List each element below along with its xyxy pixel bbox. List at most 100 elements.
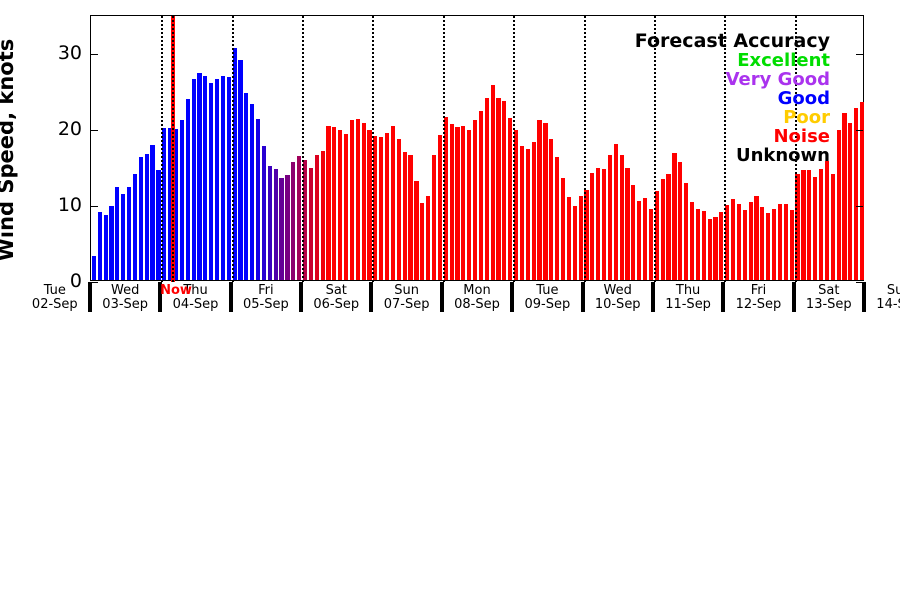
- bar: [854, 108, 859, 280]
- bar: [601, 169, 607, 280]
- bar: [367, 129, 372, 280]
- day-of-week: Sat: [325, 283, 347, 298]
- bar: [361, 123, 366, 280]
- bar: [678, 162, 683, 280]
- bar: [725, 204, 730, 280]
- bar: [549, 139, 554, 280]
- bar: [455, 127, 460, 280]
- y-axis-label: Wind Speed, knots: [0, 38, 18, 262]
- bar: [437, 134, 442, 280]
- day-date: 12-Sep: [735, 297, 782, 312]
- day-date: 05-Sep: [243, 297, 289, 312]
- y-tick-mark: [856, 130, 863, 131]
- y-tick-mark: [856, 54, 863, 55]
- day-separator: [510, 282, 515, 312]
- bar: [760, 207, 765, 280]
- day-of-week: Tue: [536, 283, 559, 298]
- bar: [127, 187, 132, 280]
- bar: [214, 79, 220, 280]
- bar: [349, 120, 355, 280]
- day-date: 08-Sep: [454, 297, 500, 312]
- bar: [273, 169, 278, 280]
- day-separator: [369, 282, 374, 312]
- legend: Forecast Accuracy Excellent Very Good Good…: [635, 32, 830, 166]
- bar: [168, 128, 173, 280]
- bar: [572, 206, 577, 280]
- bar: [132, 173, 138, 280]
- bar: [326, 125, 331, 280]
- bar: [238, 60, 243, 280]
- day-of-week: Sat: [818, 283, 840, 298]
- bar: [789, 210, 794, 280]
- bar: [173, 128, 179, 280]
- bar: [431, 154, 437, 280]
- day-of-week: Sun: [394, 283, 419, 298]
- day-of-week: Fri: [258, 283, 274, 298]
- day-gridline: [513, 16, 516, 282]
- day-of-week: Thu: [183, 283, 208, 298]
- bar: [584, 189, 589, 280]
- bar: [672, 153, 677, 280]
- day-gridline: [372, 16, 375, 282]
- bar: [543, 122, 548, 280]
- bar: [490, 84, 495, 280]
- day-separator: [721, 282, 726, 312]
- day-date: 06-Sep: [313, 297, 360, 312]
- bar: [818, 169, 824, 280]
- day-date: 14-Sep: [876, 297, 900, 312]
- bar: [97, 211, 102, 280]
- bar: [314, 154, 319, 280]
- day-label: Tue 09-Sep: [512, 284, 582, 312]
- bar: [643, 197, 648, 280]
- day-gridline: [583, 16, 586, 282]
- bar: [285, 175, 290, 280]
- bar: [162, 128, 167, 280]
- day-of-week: Thu: [675, 283, 701, 298]
- bar: [179, 119, 184, 280]
- bar: [156, 169, 161, 280]
- day-date: 09-Sep: [524, 297, 571, 312]
- bar: [302, 159, 308, 280]
- day-gridline: [442, 16, 445, 282]
- bar: [308, 167, 313, 280]
- bar: [472, 120, 478, 280]
- bar: [267, 166, 272, 280]
- day-label: Fri 05-Sep: [231, 284, 301, 312]
- day-label: Sat 06-Sep: [301, 284, 371, 312]
- bar: [320, 150, 325, 280]
- y-tick-mark: [856, 282, 863, 283]
- bar: [461, 125, 466, 280]
- bar: [414, 181, 419, 280]
- bar: [590, 172, 595, 280]
- legend-item-unknown: Unknown: [735, 145, 830, 166]
- day-of-week: Wed: [603, 283, 632, 298]
- bar: [502, 100, 507, 280]
- bar: [232, 48, 237, 280]
- bar: [596, 167, 601, 280]
- bar: [748, 202, 753, 280]
- y-tick-mark: [91, 282, 98, 283]
- bar: [355, 118, 360, 280]
- bar: [830, 173, 835, 280]
- day-date: 11-Sep: [665, 297, 711, 312]
- bar: [795, 173, 800, 280]
- bar: [766, 213, 771, 280]
- day-gridline: [161, 16, 164, 282]
- day-gridline: [794, 16, 797, 282]
- bar: [408, 154, 413, 280]
- bar: [150, 144, 155, 280]
- bar: [250, 103, 255, 280]
- y-tick-label: 10: [57, 194, 82, 216]
- bar: [684, 183, 689, 280]
- bar: [719, 211, 724, 280]
- bar: [701, 210, 706, 280]
- bar: [560, 178, 566, 280]
- bar: [103, 214, 108, 280]
- bar: [613, 143, 618, 280]
- legend-item-good: Good: [777, 88, 830, 109]
- bar: [396, 138, 401, 280]
- bar: [496, 97, 501, 280]
- bar: [631, 185, 636, 280]
- bar: [842, 112, 847, 280]
